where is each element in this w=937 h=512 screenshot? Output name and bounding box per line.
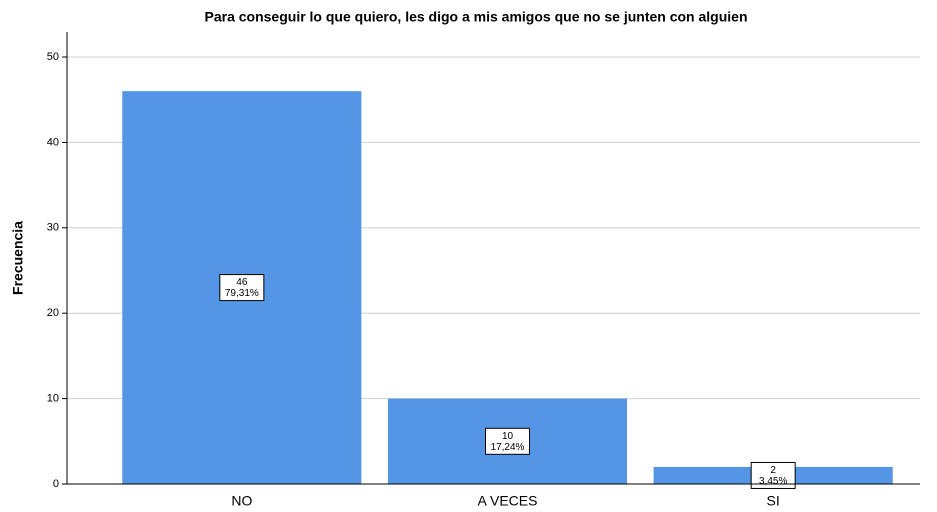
x-tick-label: SI — [767, 493, 780, 509]
data-label: 10 — [502, 431, 514, 442]
y-axis-label: Frecuencia — [10, 221, 26, 295]
y-tick-label: 30 — [47, 222, 59, 234]
data-label-box — [219, 274, 265, 302]
x-tick-label: NO — [231, 493, 252, 509]
percent-label: 79,31% — [225, 288, 259, 299]
data-label: 2 — [770, 465, 776, 476]
data-label: 46 — [236, 277, 248, 288]
percent-label: 3,45% — [759, 476, 787, 487]
y-tick-label: 0 — [53, 478, 59, 490]
x-tick-label: A VECES — [478, 493, 538, 509]
y-tick-label: 50 — [47, 51, 59, 63]
y-tick-label: 40 — [47, 136, 59, 148]
y-tick-label: 20 — [47, 307, 59, 319]
y-tick-label: 10 — [47, 393, 59, 405]
data-label-box — [485, 427, 530, 455]
percent-label: 17,24% — [491, 442, 525, 453]
chart-title: Para conseguir lo que quiero, les digo a… — [205, 9, 748, 25]
